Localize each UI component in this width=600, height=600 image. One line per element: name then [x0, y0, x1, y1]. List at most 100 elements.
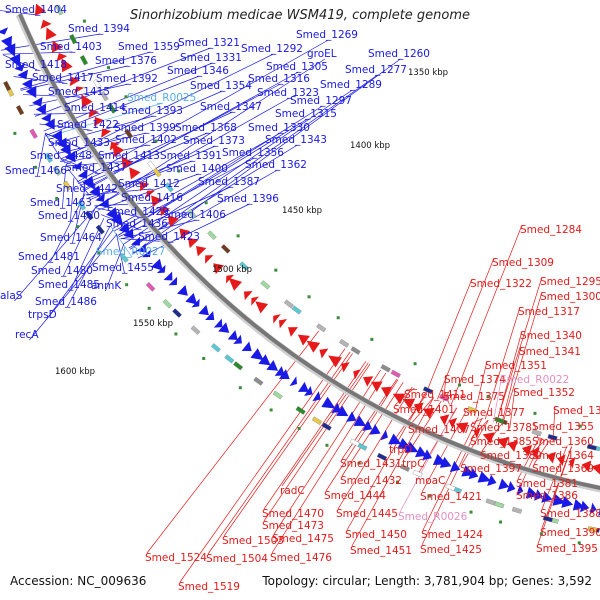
- forward-marker: [395, 480, 399, 484]
- forward-gene-arrow: [346, 411, 357, 422]
- reverse-gene-arrow: [496, 437, 509, 449]
- forward-leader-line: [120, 219, 197, 240]
- forward-marker: [147, 306, 151, 310]
- forward-cog-box: [272, 390, 283, 400]
- forward-cog-box: [44, 152, 53, 163]
- forward-gene-label: Smed_1387: [198, 176, 260, 188]
- reverse-gene-arrow: [402, 398, 416, 410]
- reverse-marker: [533, 411, 537, 415]
- reverse-cog-box: [291, 305, 302, 315]
- reverse-leader-line: [409, 397, 434, 426]
- forward-gene-arrow: [21, 78, 33, 90]
- forward-gene-label: Smed_1448: [30, 150, 92, 162]
- reverse-cog-box: [79, 55, 89, 66]
- forward-leader-line: [82, 83, 281, 191]
- reverse-gene-arrow: [306, 340, 321, 353]
- reverse-gene-arrow: [81, 94, 93, 108]
- forward-gene-arrow: [404, 441, 419, 453]
- forward-gene-arrow: [336, 405, 349, 417]
- reverse-marker: [486, 395, 490, 399]
- reverse-leader-line: [421, 417, 483, 546]
- reverse-gene-arrow: [112, 143, 125, 157]
- forward-gene-arrow: [506, 481, 516, 493]
- reverse-leader-line: [461, 420, 489, 465]
- forward-gene-arrow: [487, 474, 497, 486]
- forward-gene-arrow: [142, 249, 152, 258]
- reverse-cog-box: [260, 280, 271, 290]
- forward-gene-arrow: [44, 118, 55, 130]
- forward-gene-label: Smed_1346: [167, 65, 229, 77]
- reverse-cog-box: [100, 91, 109, 102]
- forward-cog-box: [29, 128, 38, 139]
- forward-gene-arrow: [266, 360, 279, 371]
- forward-gene-label: Smed_1481: [18, 251, 80, 263]
- forward-gene-arrow: [130, 236, 141, 246]
- reverse-leader-line: [533, 436, 543, 439]
- forward-leader-line: [76, 39, 329, 183]
- reverse-leader-line: [325, 379, 399, 492]
- forward-gene-arrow: [432, 453, 447, 465]
- forward-gene-arrow: [89, 185, 101, 198]
- forward-gene-arrow: [331, 402, 342, 414]
- reverse-marker: [274, 268, 278, 272]
- reverse-gene-label: Smed_1519: [178, 581, 240, 593]
- reverse-gene-label: Smed_1355: [532, 421, 594, 433]
- reverse-marker: [204, 201, 208, 205]
- forward-gene-arrow: [176, 285, 188, 296]
- accession-text: Accession: NC_009636: [10, 574, 147, 588]
- reverse-marker: [578, 424, 582, 428]
- forward-gene-label: Smed_1442: [56, 183, 118, 195]
- forward-cog-box: [15, 105, 25, 116]
- reverse-gene-arrow: [179, 228, 191, 240]
- reverse-gene-label: Smed_1386: [516, 490, 578, 502]
- forward-gene-label: Smed_1359: [118, 41, 180, 53]
- forward-cog-box: [376, 452, 388, 461]
- forward-marker: [357, 461, 361, 465]
- forward-gene-arrow: [461, 465, 475, 477]
- reverse-gene-label: Smed_1504: [206, 553, 268, 565]
- reverse-leader-line: [207, 351, 351, 555]
- reverse-cog-box: [187, 208, 197, 219]
- reverse-gene-arrow: [297, 334, 310, 346]
- forward-leader-line: [89, 145, 216, 201]
- forward-gene-arrow: [422, 449, 432, 461]
- forward-gene-arrow: [17, 69, 29, 80]
- forward-leader-line: [62, 165, 67, 209]
- reverse-gene-arrow: [288, 327, 298, 337]
- forward-gene-label: Smed_1277: [345, 64, 407, 76]
- reverse-gene-label: Smed_R0026: [398, 511, 468, 523]
- reverse-leader-line: [533, 440, 550, 465]
- forward-gene-arrow: [561, 496, 574, 508]
- reverse-gene-label: Smed_1284: [520, 224, 582, 236]
- forward-leader-line: [95, 97, 290, 208]
- forward-cog-box: [52, 165, 62, 176]
- forward-marker: [34, 165, 38, 169]
- reverse-gene-label: Smed_1390: [540, 527, 600, 539]
- reverse-gene-label: Smed_1444: [324, 490, 386, 502]
- backbone-ring: [18, 13, 600, 490]
- forward-gene-label: Smed_1422: [57, 119, 119, 131]
- forward-gene-arrow: [51, 129, 63, 142]
- forward-leader-line: [137, 203, 250, 259]
- forward-gene-label: Smed_R0027: [96, 246, 165, 258]
- reverse-gene-label: Smed_1353: [553, 405, 600, 417]
- reverse-leader-line: [501, 291, 543, 426]
- reverse-gene-label: Smed_1473: [262, 520, 324, 532]
- forward-leader-line: [29, 233, 118, 341]
- reverse-gene-label: Smed_1385: [470, 436, 532, 448]
- reverse-marker: [236, 234, 240, 238]
- reverse-gene-label: trpC: [402, 458, 424, 470]
- reverse-leader-line: [179, 348, 346, 583]
- forward-gene-label: Smed_1400: [166, 163, 228, 175]
- forward-gene-label: Smed_1433: [48, 137, 110, 149]
- forward-gene-arrow: [198, 304, 209, 316]
- forward-gene-label: Smed_1323: [257, 87, 319, 99]
- reverse-cog-box: [339, 338, 350, 348]
- forward-gene-arrow: [163, 271, 173, 281]
- forward-gene-arrow: [0, 27, 9, 35]
- forward-gene-label: Smed_1480: [31, 265, 93, 277]
- forward-marker: [325, 443, 329, 447]
- reverse-leader-line: [484, 306, 521, 420]
- forward-cog-box: [127, 261, 137, 272]
